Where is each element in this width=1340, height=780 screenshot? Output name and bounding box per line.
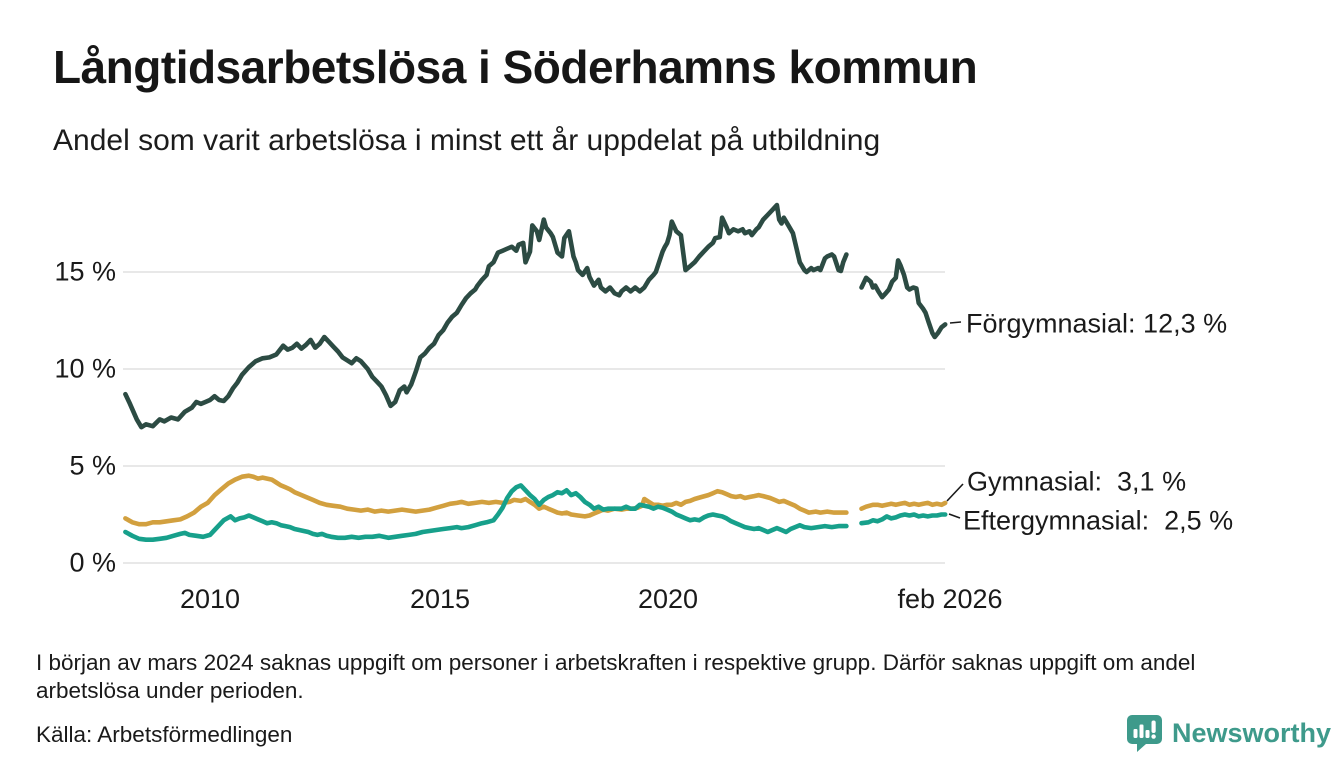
label-connector-eftergymnasial (948, 513, 961, 519)
newsworthy-logo: Newsworthy (1126, 714, 1331, 752)
y-axis-tick-label: 15 % (54, 256, 116, 287)
chart-subtitle: Andel som varit arbetslösa i minst ett å… (53, 124, 881, 157)
series-line-gymnasial (123, 473, 849, 527)
bar-chart-speech-bubble-icon (1127, 715, 1162, 752)
x-axis-tick-label: feb 2026 (897, 584, 1003, 614)
x-axis-tick-label: 2020 (637, 584, 699, 614)
series-line-eftergymnasial (859, 512, 948, 526)
series-end-label-gymnasial: Gymnasial: 3,1 % (967, 466, 1187, 497)
series-line-gymnasial (859, 500, 948, 512)
x-axis-tick-label: 2010 (179, 584, 241, 614)
y-axis-tick-label: 0 % (69, 547, 116, 578)
page-title: Långtidsarbetslösa i Söderhamns kommun (53, 41, 978, 93)
series-line-eftergymnasial (123, 483, 849, 543)
label-connector-gymnasial (946, 483, 964, 502)
series-line-forgymnasial (859, 258, 948, 340)
series-end-label-forgymnasial: Förgymnasial: 12,3 % (966, 308, 1228, 339)
y-axis-tick-label: 5 % (69, 450, 116, 481)
label-connector-forgymnasial (949, 321, 962, 324)
series-line-forgymnasial (123, 202, 849, 430)
series-end-label-eftergymnasial: Eftergymnasial: 2,5 % (963, 505, 1234, 536)
y-axis-tick-label: 10 % (54, 353, 116, 384)
x-axis-tick-label: 2015 (409, 584, 471, 614)
chart-footnote: I början av mars 2024 saknas uppgift om … (36, 650, 1196, 703)
source-note: Källa: Arbetsförmedlingen (36, 722, 293, 747)
newsworthy-logo-text: Newsworthy (1172, 717, 1332, 748)
